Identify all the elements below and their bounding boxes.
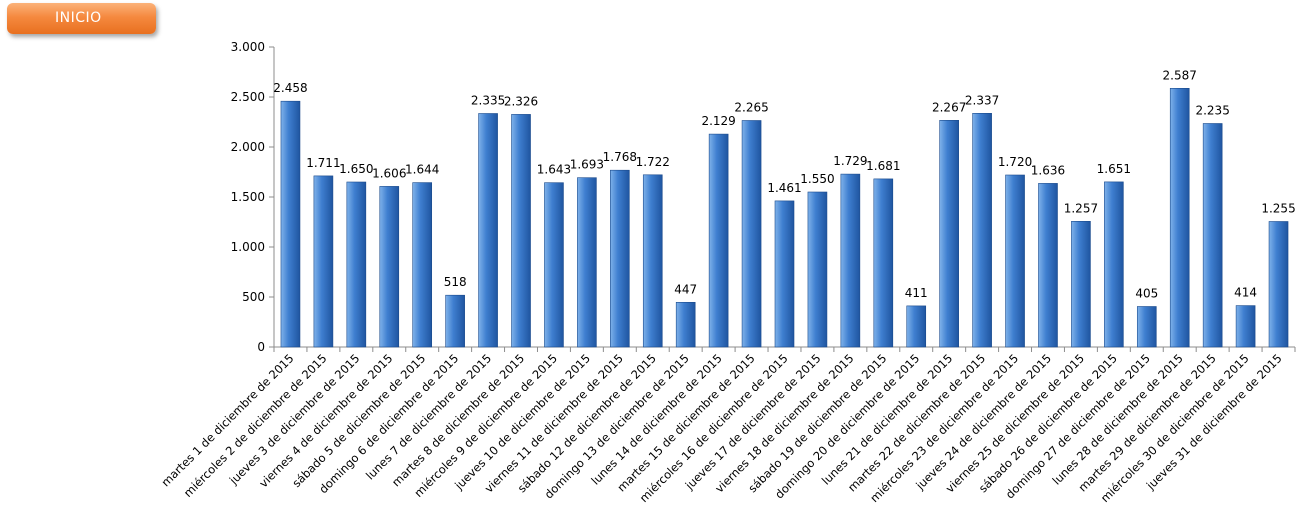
bar	[1136, 306, 1157, 348]
data-label: 405	[1135, 287, 1158, 301]
data-label: 2.267	[932, 100, 966, 114]
bar	[1071, 221, 1091, 348]
data-label: 447	[674, 282, 697, 296]
bar	[1202, 123, 1223, 348]
data-label: 1.255	[1261, 202, 1295, 216]
data-label: 1.650	[339, 162, 373, 176]
data-label: 2.335	[471, 94, 505, 108]
bar	[708, 133, 729, 348]
data-label: 414	[1234, 286, 1257, 300]
bar	[478, 113, 498, 348]
data-label: 2.326	[504, 94, 538, 108]
bar	[840, 173, 861, 348]
y-tick-label: 2.500	[231, 90, 265, 104]
data-label: 1.768	[603, 150, 637, 164]
y-tick-label: 3.000	[231, 40, 265, 54]
bar	[741, 120, 762, 348]
bar	[972, 113, 992, 348]
data-label: 411	[905, 286, 928, 300]
bar	[1005, 174, 1025, 348]
data-label: 1.636	[1031, 163, 1065, 177]
data-label: 518	[444, 275, 467, 289]
bar	[313, 175, 334, 348]
bar	[642, 174, 663, 348]
bar	[577, 177, 597, 348]
data-label: 1.257	[1064, 201, 1098, 215]
data-label: 2.235	[1195, 104, 1229, 118]
y-tick-label: 1.000	[231, 240, 265, 254]
bar	[1169, 88, 1190, 348]
data-label: 1.643	[537, 163, 571, 177]
data-label: 1.729	[833, 154, 867, 168]
bar	[445, 294, 465, 348]
bar	[906, 305, 927, 348]
bar	[1268, 221, 1289, 348]
chart-bars	[280, 88, 1289, 348]
data-label: 1.644	[405, 163, 439, 177]
data-label: 2.129	[701, 114, 735, 128]
bar	[1104, 181, 1124, 348]
data-label: 2.337	[965, 93, 999, 107]
bar	[774, 200, 795, 348]
data-label: 1.722	[636, 155, 670, 169]
y-tick-label: 1.500	[231, 190, 265, 204]
data-label: 1.606	[372, 166, 406, 180]
bar	[610, 169, 630, 348]
bar	[346, 181, 367, 348]
bar	[511, 114, 531, 348]
bar	[807, 191, 828, 348]
data-label: 1.681	[866, 159, 900, 173]
data-label: 1.693	[570, 158, 604, 172]
bar	[1038, 183, 1058, 348]
data-label: 2.458	[273, 81, 307, 95]
bar	[1235, 305, 1256, 348]
data-label: 2.587	[1163, 68, 1197, 82]
bar	[939, 120, 959, 348]
bar	[412, 182, 433, 348]
bar	[280, 100, 301, 348]
y-tick-label: 2.000	[231, 140, 265, 154]
data-label: 1.550	[800, 172, 834, 186]
data-label: 1.720	[998, 155, 1032, 169]
inicio-button[interactable]: INICIO	[7, 3, 156, 34]
y-tick-label: 0	[257, 340, 265, 354]
data-label: 1.461	[767, 181, 801, 195]
bar	[675, 301, 696, 348]
data-label: 1.711	[306, 156, 340, 170]
y-tick-label: 500	[242, 290, 265, 304]
bar	[873, 178, 894, 348]
bar	[379, 186, 400, 348]
data-label: 1.651	[1097, 162, 1131, 176]
bar	[544, 182, 564, 348]
data-label: 2.265	[734, 101, 768, 115]
